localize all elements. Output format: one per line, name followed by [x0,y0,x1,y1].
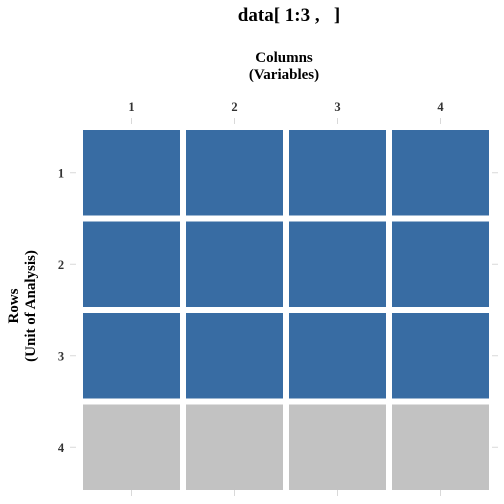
selected-cell-r2-c3 [289,221,386,307]
x-axis-title: Columns (Variables) [249,50,319,83]
y-tick-label-1: 1 [58,166,64,180]
selected-cell-r1-c2 [186,130,283,216]
y-tick-label-3: 3 [58,349,64,363]
y-tick-label-4: 4 [58,441,65,455]
selected-cell-r2-c1 [83,221,180,307]
selected-cell-r3-c2 [186,313,283,399]
y-tick-label-2: 2 [58,258,64,272]
selected-cell-r3-c4 [392,313,489,399]
x-axis-ticks: 1 2 3 4 [128,100,444,496]
y-axis-title-line1: Rows [6,288,22,323]
plot-title: data[ 1:3 , ] [238,5,340,26]
matrix-cells [83,130,489,490]
x-axis-title-line2: (Variables) [249,67,319,83]
unselected-cell-r4-c1 [83,404,180,490]
selected-cell-r2-c4 [392,221,489,307]
selected-cell-r3-c3 [289,313,386,399]
selected-cell-r1-c3 [289,130,386,216]
selected-cell-r1-c1 [83,130,180,216]
y-axis-title: Rows (Unit of Analysis) [6,250,39,362]
unselected-cell-r4-c4 [392,404,489,490]
selected-cell-r3-c1 [83,313,180,399]
selected-cell-r1-c4 [392,130,489,216]
y-axis-title-line2: (Unit of Analysis) [23,250,39,362]
y-axis-ticks: 1 2 3 4 [58,166,498,455]
x-axis-title-line1: Columns [255,50,313,66]
x-tick-label-1: 1 [128,100,134,114]
selected-cell-r2-c2 [186,221,283,307]
unselected-cell-r4-c3 [289,404,386,490]
x-tick-label-4: 4 [437,100,444,114]
x-tick-label-2: 2 [231,100,237,114]
unselected-cell-r4-c2 [186,404,283,490]
x-tick-label-3: 3 [334,100,340,114]
